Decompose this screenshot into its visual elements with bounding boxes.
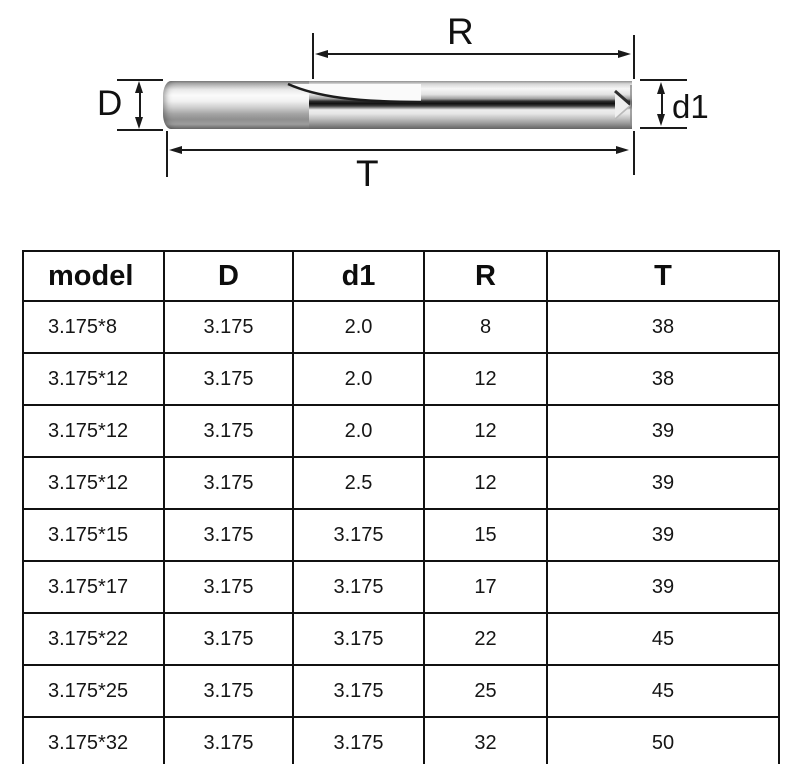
router-bit-illustration [163, 81, 632, 129]
table-row: 3.175*22 3.175 3.175 22 45 [22, 612, 780, 666]
table-cell: 17 [423, 560, 548, 614]
table-cell: 3.175*32 [22, 716, 165, 764]
table-cell: 22 [423, 612, 548, 666]
table-row: 3.175*32 3.175 3.175 32 50 [22, 716, 780, 764]
tool-diagram: D R d1 T [0, 0, 800, 240]
table-row: 3.175*12 3.175 2.5 12 39 [22, 456, 780, 510]
table-header-row: model D d1 R T [22, 250, 780, 302]
t-dimension-line [174, 149, 624, 151]
arrow-left-icon [169, 146, 182, 154]
table-cell: 3.175 [163, 716, 294, 764]
flute-notch-curve [287, 82, 422, 104]
table-cell: 39 [546, 404, 780, 458]
d1-top-tick-line [640, 79, 687, 81]
table-cell: 3.175 [163, 404, 294, 458]
t-left-extension-line [166, 131, 168, 177]
r-dimension-line [320, 53, 626, 55]
table-cell: 3.175 [292, 716, 425, 764]
d1-bottom-tick-line [640, 127, 687, 129]
table-cell: 3.175 [163, 456, 294, 510]
table-row: 3.175*12 3.175 2.0 12 39 [22, 404, 780, 458]
table-cell: 2.0 [292, 352, 425, 406]
d-bottom-tick-line [117, 129, 163, 131]
table-row: 3.175*8 3.175 2.0 8 38 [22, 300, 780, 354]
table-cell: 39 [546, 456, 780, 510]
dim-label-t: T [356, 153, 379, 194]
arrow-up-icon [135, 81, 143, 93]
arrow-right-icon [616, 146, 629, 154]
table-cell: 3.175*22 [22, 612, 165, 666]
arrow-down-icon [657, 114, 665, 126]
table-cell: 3.175 [163, 560, 294, 614]
table-cell: 3.175*12 [22, 404, 165, 458]
table-cell: 12 [423, 352, 548, 406]
arrow-up-icon [657, 82, 665, 94]
table-cell: 12 [423, 456, 548, 510]
col-header-r: R [423, 250, 548, 302]
table-cell: 2.0 [292, 404, 425, 458]
arrow-right-icon [618, 50, 631, 58]
table-cell: 45 [546, 612, 780, 666]
t-right-extension-line [633, 131, 635, 175]
table-cell: 3.175 [292, 612, 425, 666]
arrow-down-icon [135, 117, 143, 129]
dim-label-d1: d1 [672, 88, 709, 125]
table-cell: 3.175*15 [22, 508, 165, 562]
d1-arrow-line [661, 89, 663, 117]
table-cell: 39 [546, 508, 780, 562]
table-row: 3.175*15 3.175 3.175 15 39 [22, 508, 780, 562]
table-cell: 3.175 [292, 664, 425, 718]
table-cell: 3.175 [163, 508, 294, 562]
table-cell: 3.175 [163, 664, 294, 718]
table-row: 3.175*12 3.175 2.0 12 38 [22, 352, 780, 406]
table-cell: 12 [423, 404, 548, 458]
table-cell: 32 [423, 716, 548, 764]
table-cell: 38 [546, 300, 780, 354]
table-cell: 3.175*12 [22, 352, 165, 406]
col-header-d1: d1 [292, 250, 425, 302]
r-right-extension-line [633, 35, 635, 79]
table-cell: 15 [423, 508, 548, 562]
table-cell: 45 [546, 664, 780, 718]
table-cell: 3.175 [163, 612, 294, 666]
table-cell: 3.175 [163, 300, 294, 354]
d-top-tick-line [117, 79, 163, 81]
dim-label-d: D [97, 84, 123, 123]
col-header-d: D [163, 250, 294, 302]
table-row: 3.175*25 3.175 3.175 25 45 [22, 664, 780, 718]
spec-table: model D d1 R T 3.175*8 3.175 2.0 8 38 3.… [22, 250, 780, 764]
table-cell: 3.175 [292, 508, 425, 562]
table-cell: 39 [546, 560, 780, 614]
table-cell: 8 [423, 300, 548, 354]
table-cell: 3.175*17 [22, 560, 165, 614]
d-arrow-line [139, 90, 141, 120]
dim-label-r: R [447, 11, 474, 52]
table-cell: 3.175*12 [22, 456, 165, 510]
table-cell: 2.0 [292, 300, 425, 354]
r-left-extension-line [312, 33, 314, 79]
col-header-t: T [546, 250, 780, 302]
table-row: 3.175*17 3.175 3.175 17 39 [22, 560, 780, 614]
table-cell: 3.175*8 [22, 300, 165, 354]
table-cell: 50 [546, 716, 780, 764]
arrow-left-icon [315, 50, 328, 58]
table-cell: 3.175*25 [22, 664, 165, 718]
cutter-tip [614, 85, 632, 125]
tool-shank [163, 81, 309, 129]
table-cell: 25 [423, 664, 548, 718]
table-cell: 38 [546, 352, 780, 406]
table-cell: 3.175 [292, 560, 425, 614]
col-header-model: model [22, 250, 165, 302]
table-cell: 3.175 [163, 352, 294, 406]
table-cell: 2.5 [292, 456, 425, 510]
